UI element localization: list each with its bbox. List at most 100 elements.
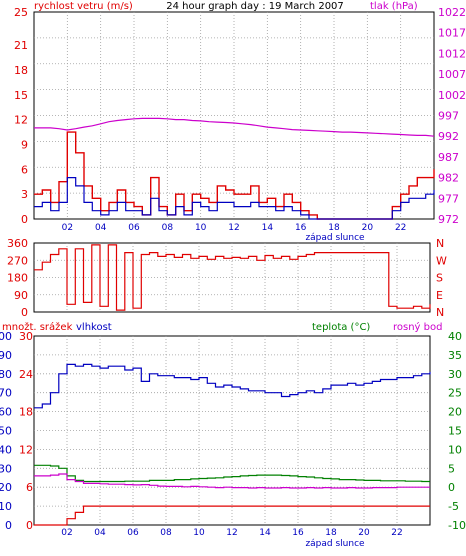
rain-tick-label: 30 (19, 330, 33, 343)
pressure-tick-label: 987 (438, 151, 459, 164)
humidity-tick-label: 90 (0, 349, 12, 362)
humidity-tick-label: 10 (0, 500, 12, 513)
wind-tick-label: 15 (14, 89, 28, 102)
x-tick-label: 12 (226, 528, 237, 538)
temperature-tick-label: 10 (448, 443, 462, 456)
pressure-tick-label: 1002 (438, 89, 466, 102)
gust-line (34, 177, 435, 220)
x-tick-label: 06 (127, 528, 139, 538)
wind-tick-label: 12 (14, 114, 28, 127)
x-tick-label: 14 (259, 528, 271, 538)
humidity-tick-label: 30 (0, 462, 12, 475)
pressure-tick-label: 1017 (438, 27, 466, 40)
x-tick-label: 18 (328, 223, 340, 233)
humidity-tick-label: 80 (0, 368, 12, 381)
pressure-line (34, 117, 435, 137)
rain-tick-label: 18 (19, 406, 33, 419)
wind-tick-label: 3 (21, 188, 28, 201)
temperature-tick-label: 35 (448, 349, 462, 362)
temperature-axis-label: teplota (°C) (312, 322, 370, 333)
compass-tick-label: E (436, 289, 443, 302)
climate-panel: 02 04 06 08 10 12 14 16 18 20 22010203040506070809… (0, 330, 466, 549)
compass-tick-label: W (436, 254, 447, 267)
wind-tick-label: 9 (21, 138, 28, 151)
x-tick-label: 10 (195, 223, 207, 233)
pressure-tick-label: 1022 (438, 6, 466, 19)
x-tick-label: 22 (391, 528, 402, 538)
temperature-tick-label: -5 (448, 500, 459, 513)
x-tick-label: 08 (160, 528, 172, 538)
wind-direction-line (34, 244, 431, 311)
rain-line (34, 505, 430, 526)
wind-panel: 02 04 06 08 10 12 14 16 18 20 22036912151821259729… (14, 6, 466, 243)
humidity-tick-label: 70 (0, 387, 12, 400)
direction-tick-label: 0 (21, 306, 28, 319)
temperature-tick-label: 5 (448, 462, 455, 475)
x-tick-label: 10 (193, 528, 205, 538)
direction-tick-label: 360 (7, 237, 28, 250)
temperature-tick-label: 20 (448, 406, 462, 419)
wind-axis-label: rychlost vetru (m/s) (34, 1, 133, 12)
compass-tick-label: S (436, 272, 443, 285)
rain-axis-label: množt. srážek (2, 321, 73, 333)
x-tick-label: 02 (62, 223, 73, 233)
temperature-tick-label: -10 (448, 519, 466, 532)
humidity-tick-label: 50 (0, 425, 12, 438)
humidity-axis-label: vlhkost (76, 322, 112, 333)
x-tick-label: 06 (128, 223, 140, 233)
rain-tick-label: 0 (26, 519, 33, 532)
x-tick-label: 12 (228, 223, 239, 233)
dewpoint-axis-label: rosný bod (393, 321, 442, 333)
x-tick-label: 18 (325, 528, 337, 538)
x-tick-label: 20 (358, 528, 370, 538)
x-tick-label: 20 (362, 223, 374, 233)
x-tick-label: 22 (395, 223, 406, 233)
x-tick-label: 16 (292, 528, 304, 538)
x-tick-label: 02 (61, 528, 72, 538)
temperature-tick-label: 0 (448, 481, 455, 494)
humidity-tick-label: 20 (0, 481, 12, 494)
rain-tick-label: 24 (19, 368, 33, 381)
rain-tick-label: 12 (19, 443, 33, 456)
pressure-axis-label: tlak (hPa) (370, 1, 418, 12)
wind-tick-label: 21 (14, 39, 28, 52)
direction-tick-label: 180 (7, 272, 28, 285)
temperature-tick-label: 15 (448, 425, 462, 438)
humidity-tick-label: 60 (0, 406, 12, 419)
wind-tick-label: 0 (21, 213, 28, 226)
rain-tick-label: 6 (26, 481, 33, 494)
x-tick-label: 08 (162, 223, 174, 233)
temperature-tick-label: 25 (448, 387, 462, 400)
x-tick-label: 14 (262, 223, 274, 233)
humidity-line (34, 363, 431, 409)
temperature-tick-label: 40 (448, 330, 462, 343)
x-tick-label: 16 (295, 223, 307, 233)
pressure-tick-label: 997 (438, 110, 459, 123)
compass-tick-label: N (436, 306, 444, 319)
compass-tick-label: N (436, 237, 444, 250)
chart-title: 24 hour graph day : 19 March 2007 (166, 1, 344, 12)
wind-tick-label: 6 (21, 163, 28, 176)
pressure-tick-label: 982 (438, 172, 459, 185)
pressure-tick-label: 1007 (438, 68, 466, 81)
dewpoint-line (34, 473, 430, 489)
pressure-tick-label: 977 (438, 192, 459, 205)
temperature-tick-label: 30 (448, 368, 462, 381)
humidity-tick-label: 100 (0, 330, 12, 343)
temperature-line (34, 464, 430, 483)
sunset-label: západ slunce (305, 233, 365, 243)
direction-tick-label: 270 (7, 254, 28, 267)
x-tick-label: 04 (94, 528, 106, 538)
wind-tick-label: 18 (14, 64, 28, 77)
humidity-tick-label: 0 (5, 519, 12, 532)
pressure-tick-label: 972 (438, 213, 459, 226)
direction-tick-label: 90 (14, 289, 28, 302)
sunset-label: západ slunce (305, 539, 365, 549)
humidity-tick-label: 40 (0, 443, 12, 456)
wind-tick-label: 25 (14, 6, 28, 19)
pressure-tick-label: 1012 (438, 47, 466, 60)
pressure-tick-label: 992 (438, 130, 459, 143)
x-tick-label: 04 (95, 223, 107, 233)
